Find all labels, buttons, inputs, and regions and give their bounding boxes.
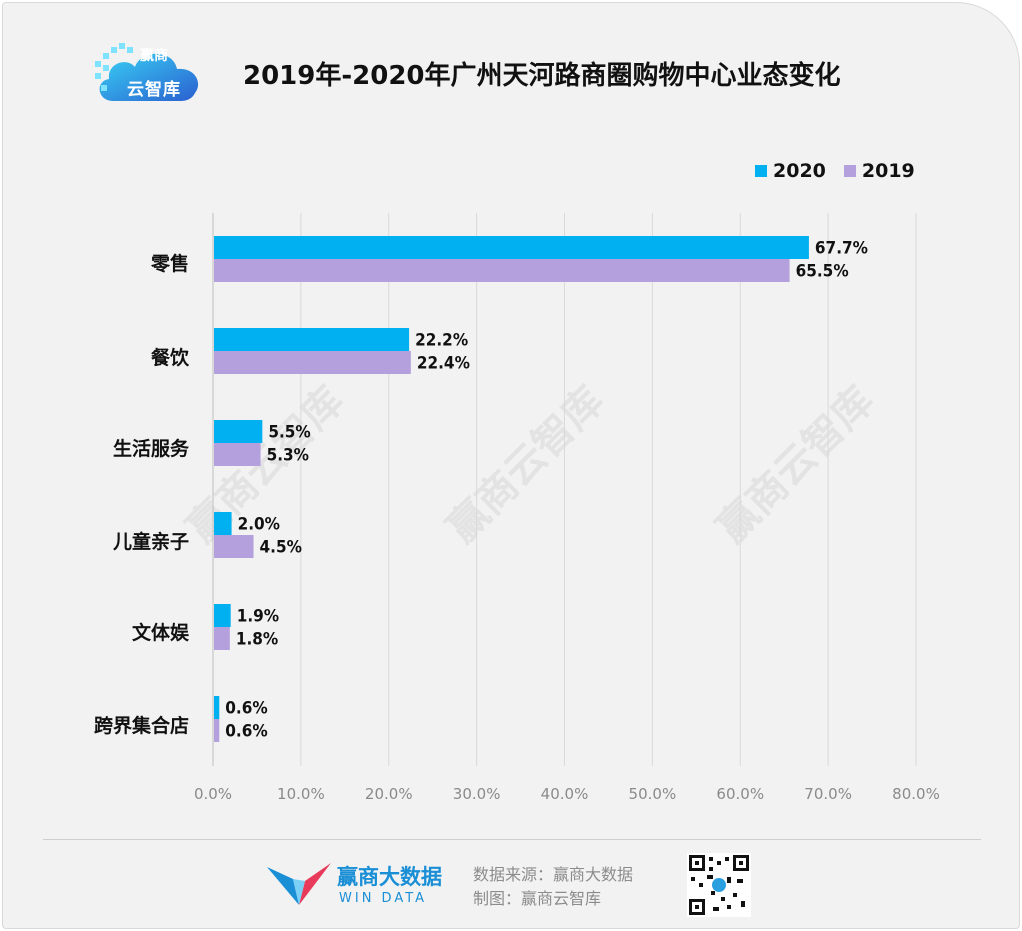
cloud-logo-icon: [95, 43, 199, 101]
qr-code-icon: [687, 853, 751, 917]
windata-logo-icon: [267, 863, 331, 905]
source-line: 数据来源：赢商大数据: [473, 865, 634, 884]
x-tick-label: 0.0%: [194, 785, 232, 803]
logo-main-text: 云智库: [127, 80, 181, 100]
data-label-2019: 4.5%: [260, 538, 302, 558]
category-label: 文体娱: [131, 622, 189, 644]
data-label-2019: 5.3%: [267, 446, 309, 466]
x-tick-label: 60.0%: [716, 785, 764, 803]
bar-chart: 0.0% 10.0% 20.0% 30.0% 40.0% 50.0% 60.0% 70.0% 8…: [194, 213, 940, 803]
x-tick-label: 40.0%: [541, 785, 589, 803]
x-tick-label: 50.0%: [629, 785, 677, 803]
x-tick-label: 20.0%: [365, 785, 413, 803]
x-tick-label: 70.0%: [804, 785, 852, 803]
x-tick-label: 30.0%: [453, 785, 501, 803]
category-label: 零售: [150, 253, 189, 275]
bar-2020: [214, 420, 263, 443]
made-by-line: 制图：赢商云智库: [473, 889, 602, 908]
legend-swatch-2020: [755, 165, 767, 177]
bar-2020: [214, 236, 809, 259]
footer-brand-cn: 赢商大数据: [337, 865, 442, 889]
legend-item-2020: 2020: [755, 160, 826, 182]
chart-title: 2019年-2020年广州天河路商圈购物中心业态变化: [243, 61, 841, 91]
data-label-2020: 0.6%: [225, 699, 267, 719]
category-label: 生活服务: [112, 438, 189, 460]
bar-2019: [214, 351, 411, 374]
legend-item-2019: 2019: [843, 160, 915, 182]
bar-2020: [214, 604, 231, 627]
footer-divider: [43, 839, 981, 840]
data-source: 数据来源：赢商大数据 制图：赢商云智库: [473, 863, 633, 911]
legend: 2020 2019: [755, 157, 915, 185]
data-label-2020: 67.7%: [815, 239, 868, 259]
category-label: 餐饮: [150, 347, 189, 369]
bar-2020: [214, 328, 410, 351]
category-label: 儿童亲子: [112, 531, 189, 553]
data-label-2020: 2.0%: [238, 515, 280, 535]
data-label-2019: 0.6%: [225, 722, 267, 742]
data-label-2019: 1.8%: [236, 630, 278, 650]
bar-2020: [214, 696, 220, 719]
bar-2019: [214, 719, 220, 742]
footer-brand: 赢商大数据 WIN DATA: [265, 859, 455, 915]
data-label-2020: 22.2%: [415, 331, 468, 351]
data-label-2020: 5.5%: [268, 423, 310, 443]
qr-code-graphic: [687, 853, 751, 917]
yunzhiku-logo: 赢商 云智库: [91, 41, 209, 109]
x-tick-label: 80.0%: [892, 785, 940, 803]
data-label-2020: 1.9%: [237, 607, 279, 627]
bar-2019: [214, 443, 261, 466]
category-label: 跨界集合店: [93, 715, 189, 737]
footer-brand-en: WIN DATA: [339, 891, 428, 906]
bar-2020: [214, 512, 232, 535]
bar-2019: [214, 535, 254, 558]
legend-label-2019: 2019: [861, 160, 915, 182]
bar-2019: [214, 259, 790, 282]
legend-swatch-2019: [843, 165, 856, 177]
legend-label-2020: 2020: [773, 160, 826, 182]
x-tick-label: 10.0%: [277, 785, 325, 803]
bar-2019: [214, 627, 230, 650]
data-label-2019: 65.5%: [796, 262, 849, 282]
data-label-2019: 22.4%: [417, 354, 470, 374]
logo-small-text: 赢商: [140, 48, 168, 64]
